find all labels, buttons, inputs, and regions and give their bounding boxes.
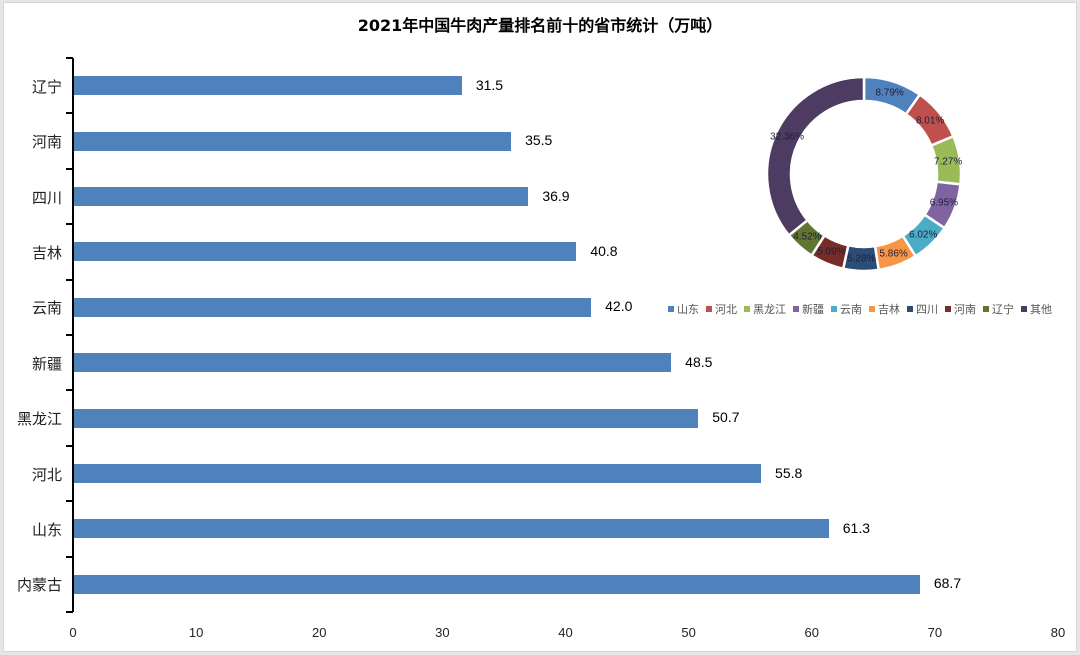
y-axis	[72, 58, 74, 612]
legend-label: 吉林	[878, 303, 900, 316]
legend-item: 辽宁	[983, 301, 1014, 317]
category-label: 山东	[31, 520, 62, 539]
bar-value-label: 31.5	[475, 76, 504, 93]
slice-percent-label: 32.36%	[770, 131, 804, 143]
slice-percent-label: 8.01%	[915, 115, 945, 127]
legend-swatch-icon	[793, 306, 799, 312]
bar	[74, 242, 577, 262]
bar	[74, 131, 512, 151]
y-tick	[66, 611, 73, 613]
legend-label: 云南	[840, 303, 862, 316]
slice-percent-label: 6.02%	[908, 229, 938, 241]
slice-percent-label: 6.95%	[929, 197, 959, 209]
legend-swatch-icon	[744, 306, 750, 312]
bar-value-label: 61.3	[842, 519, 870, 536]
donut-svg	[765, 75, 963, 273]
category-label: 云南	[31, 299, 62, 318]
y-tick	[66, 223, 73, 226]
legend-swatch-icon	[945, 306, 951, 312]
x-tick-label: 10	[188, 625, 204, 640]
y-tick	[66, 444, 73, 447]
legend-label: 河北	[715, 303, 737, 316]
legend-swatch-icon	[907, 306, 913, 312]
legend-swatch-icon	[668, 306, 674, 312]
bar	[74, 464, 762, 483]
legend-item: 其他	[1021, 301, 1052, 317]
bar-value-label: 42.0	[605, 298, 633, 315]
y-tick	[66, 500, 73, 503]
legend-swatch-icon	[831, 306, 837, 312]
bar-value-label: 50.7	[712, 409, 740, 426]
y-tick	[66, 278, 73, 281]
bar-value-label: 48.5	[685, 353, 713, 370]
donut-slice	[765, 75, 866, 238]
bar	[74, 76, 462, 96]
bar	[74, 519, 829, 539]
x-tick-label: 70	[927, 625, 943, 640]
legend-item: 河北	[706, 301, 737, 317]
category-label: 四川	[31, 188, 62, 207]
slice-percent-label: 7.27%	[933, 156, 963, 168]
bar-value-label: 68.7	[933, 575, 962, 592]
category-label: 吉林	[31, 243, 62, 262]
slice-percent-label: 5.86%	[879, 248, 908, 260]
legend-swatch-icon	[869, 306, 875, 312]
x-tick-label: 30	[435, 625, 450, 640]
bar	[74, 297, 592, 317]
y-tick	[66, 334, 73, 336]
x-tick-label: 0	[69, 625, 77, 640]
legend-label: 河南	[954, 303, 976, 316]
legend-label: 山东	[677, 303, 699, 316]
bar-value-label: 35.5	[525, 132, 553, 149]
legend-item: 四川	[907, 301, 938, 317]
legend-label: 辽宁	[992, 303, 1014, 316]
y-tick	[66, 112, 73, 115]
slice-percent-label: 4.52%	[793, 231, 822, 243]
legend-item: 新疆	[793, 301, 824, 317]
category-label: 新疆	[31, 354, 62, 373]
chart-title: 2021年中国牛肉产量排名前十的省市统计（万吨）	[357, 16, 723, 35]
legend-label: 四川	[916, 303, 938, 316]
legend-label: 新疆	[802, 303, 824, 316]
legend-swatch-icon	[1021, 306, 1027, 312]
slice-percent-label: 5.28%	[847, 253, 876, 265]
legend-item: 山东	[668, 301, 699, 317]
category-label: 河北	[31, 465, 62, 484]
legend-item: 云南	[831, 301, 862, 317]
bar	[74, 353, 672, 373]
donut-legend: 山东 河北 黑龙江 新疆 云南 吉林 四川 河南 辽宁 其他	[668, 301, 1052, 317]
x-tick-label: 20	[312, 625, 327, 640]
bar-value-label: 36.9	[542, 187, 570, 204]
y-tick	[66, 389, 73, 392]
legend-swatch-icon	[983, 306, 989, 312]
donut-chart	[765, 75, 963, 273]
bar-value-label: 55.8	[775, 464, 803, 481]
x-tick-label: 40	[558, 625, 573, 640]
x-tick-label: 50	[681, 625, 696, 640]
legend-item: 黑龙江	[744, 301, 786, 317]
bar	[74, 408, 699, 428]
y-tick	[66, 57, 73, 59]
category-label: 内蒙古	[16, 576, 62, 595]
legend-label: 黑龙江	[753, 303, 786, 316]
x-tick-label: 80	[1050, 625, 1066, 640]
y-tick	[66, 555, 73, 558]
legend-swatch-icon	[706, 306, 712, 312]
category-label: 黑龙江	[16, 410, 62, 429]
legend-item: 吉林	[869, 301, 900, 317]
bar	[74, 574, 920, 594]
legend-item: 河南	[945, 301, 976, 317]
slice-percent-label: 8.79%	[875, 87, 904, 99]
bar-value-label: 40.8	[590, 242, 618, 259]
y-tick	[66, 167, 73, 170]
legend-label: 其他	[1030, 303, 1052, 316]
x-tick-label: 60	[804, 625, 819, 640]
slice-percent-label: 5.09%	[817, 246, 846, 258]
category-label: 辽宁	[31, 77, 62, 96]
category-label: 河南	[31, 133, 62, 152]
bar	[74, 187, 529, 206]
